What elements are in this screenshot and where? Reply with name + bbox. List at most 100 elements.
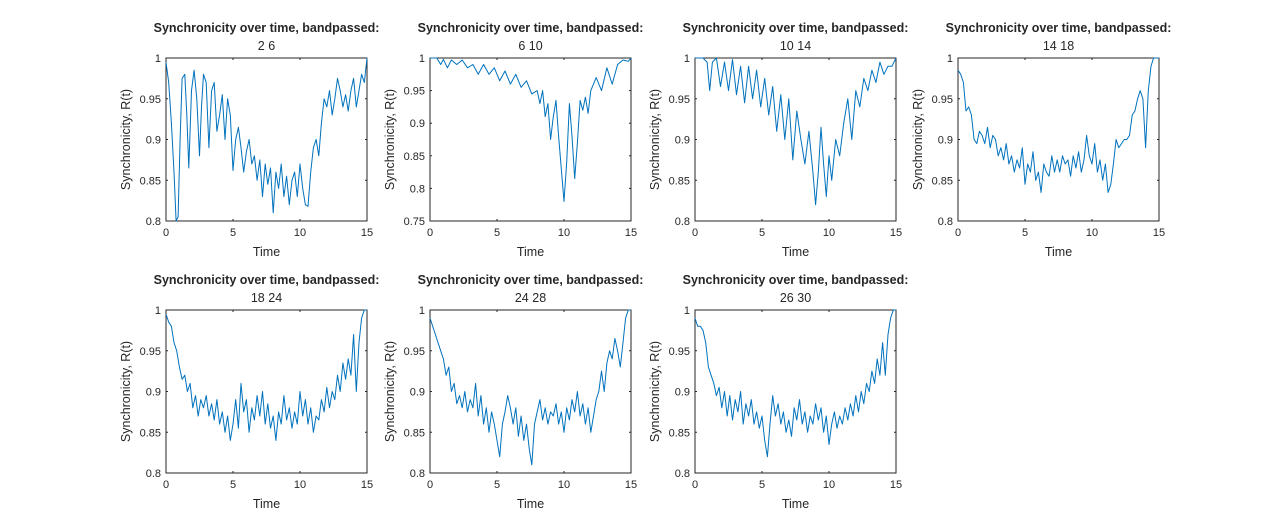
x-tick-label: 10: [558, 479, 570, 491]
chart-title: Synchronicity over time, bandpassed:: [946, 21, 1172, 35]
chart-title: Synchronicity over time, bandpassed:: [154, 273, 380, 287]
y-tick-label: 0.85: [932, 175, 953, 187]
y-tick-label: 0.95: [404, 86, 425, 98]
chart-subtitle: 14 18: [1043, 39, 1074, 53]
y-tick-label: 0.75: [404, 216, 425, 228]
chart-subtitle: 6 10: [518, 39, 542, 53]
x-tick-label: 0: [427, 479, 433, 491]
y-axis-label: Synchronicity, R(t): [383, 341, 397, 442]
y-tick-label: 0.9: [938, 135, 953, 147]
y-tick-label: 0.95: [669, 94, 690, 106]
chart-title: Synchronicity over time, bandpassed:: [418, 21, 644, 35]
x-tick-label: 5: [494, 227, 500, 239]
series-line: [694, 309, 896, 458]
y-tick-label: 1: [684, 53, 690, 65]
y-tick-label: 0.85: [669, 175, 690, 187]
x-axis-label: Time: [517, 245, 544, 259]
subplot-7: Synchronicity over time, bandpassed: 26 3…: [648, 273, 908, 511]
y-tick-label: 0.8: [410, 468, 425, 480]
plot-area: [165, 309, 368, 474]
x-tick-label: 15: [361, 227, 373, 239]
x-axis-label: Time: [782, 245, 809, 259]
x-tick-label: 5: [1022, 227, 1028, 239]
plot-area: [429, 57, 632, 222]
y-tick-label: 0.95: [932, 94, 953, 106]
x-axis-label: Time: [782, 497, 809, 511]
subplot-6: Synchronicity over time, bandpassed: 24 2…: [383, 273, 643, 511]
y-tick-label: 0.9: [410, 387, 425, 399]
chart-subtitle: 24 28: [515, 291, 546, 305]
x-tick-label: 0: [955, 227, 961, 239]
y-tick-label: 0.9: [675, 387, 690, 399]
y-tick-label: 0.8: [675, 216, 690, 228]
x-tick-label: 15: [625, 479, 637, 491]
chart-subtitle: 2 6: [258, 39, 275, 53]
x-tick-label: 10: [294, 479, 306, 491]
x-tick-label: 5: [759, 227, 765, 239]
y-tick-label: 0.8: [146, 468, 161, 480]
y-tick-label: 0.85: [140, 175, 161, 187]
y-tick-label: 0.8: [146, 216, 161, 228]
x-tick-label: 5: [494, 479, 500, 491]
y-tick-label: 0.95: [669, 346, 690, 358]
chart-subtitle: 26 30: [780, 291, 811, 305]
plot-area: [694, 57, 897, 222]
x-tick-label: 10: [1086, 227, 1098, 239]
x-tick-label: 10: [823, 227, 835, 239]
y-tick-label: 0.9: [410, 118, 425, 130]
x-tick-label: 15: [890, 227, 902, 239]
y-tick-label: 0.8: [675, 468, 690, 480]
series-line: [165, 57, 368, 222]
series-line: [695, 57, 897, 206]
series-line: [429, 309, 631, 466]
subplot-1: Synchronicity over time, bandpassed: 2 6 0…: [119, 21, 379, 259]
x-tick-label: 15: [1153, 227, 1165, 239]
y-axis-label: Synchronicity, R(t): [383, 89, 397, 190]
chart-title: Synchronicity over time, bandpassed:: [154, 21, 380, 35]
x-axis-label: Time: [253, 245, 280, 259]
y-tick-label: 0.85: [404, 151, 425, 163]
chart-title: Synchronicity over time, bandpassed:: [418, 273, 644, 287]
y-tick-label: 1: [155, 305, 161, 317]
y-tick-label: 1: [684, 305, 690, 317]
y-tick-label: 0.8: [410, 183, 425, 195]
x-tick-label: 0: [692, 479, 698, 491]
x-tick-label: 15: [361, 479, 373, 491]
series-line: [957, 57, 1159, 193]
y-axis-label: Synchronicity, R(t): [911, 89, 925, 190]
subplot-3: Synchronicity over time, bandpassed:10 1…: [648, 21, 908, 259]
y-axis-label: Synchronicity, R(t): [648, 341, 662, 442]
y-tick-label: 0.95: [140, 346, 161, 358]
x-tick-label: 5: [759, 479, 765, 491]
x-axis-label: Time: [1045, 245, 1072, 259]
y-axis-label: Synchronicity, R(t): [648, 89, 662, 190]
x-tick-label: 0: [163, 227, 169, 239]
y-tick-label: 0.85: [404, 427, 425, 439]
plot-area: [429, 309, 632, 474]
y-tick-label: 0.8: [938, 216, 953, 228]
x-tick-label: 0: [692, 227, 698, 239]
x-tick-label: 10: [294, 227, 306, 239]
chart-title: Synchronicity over time, bandpassed:: [683, 21, 909, 35]
subplot-4: Synchronicity over time, bandpassed: 14 1…: [911, 21, 1171, 259]
y-tick-label: 1: [419, 305, 425, 317]
x-tick-label: 0: [427, 227, 433, 239]
x-tick-label: 10: [558, 227, 570, 239]
chart-title: Synchronicity over time, bandpassed:: [683, 273, 909, 287]
x-tick-label: 15: [890, 479, 902, 491]
chart-subtitle: 18 24: [251, 291, 282, 305]
y-tick-label: 1: [947, 53, 953, 65]
x-tick-label: 5: [230, 479, 236, 491]
y-axis-label: Synchronicity, R(t): [119, 341, 133, 442]
y-axis-label: Synchronicity, R(t): [119, 89, 133, 190]
y-tick-label: 0.95: [140, 94, 161, 106]
subplot-5: Synchronicity over time, bandpassed: 18 2…: [119, 273, 379, 511]
series-line: [430, 57, 632, 202]
x-tick-label: 10: [823, 479, 835, 491]
x-axis-label: Time: [253, 497, 280, 511]
plot-area: [957, 57, 1160, 222]
y-tick-label: 0.85: [140, 427, 161, 439]
y-tick-label: 0.9: [675, 135, 690, 147]
x-tick-label: 5: [230, 227, 236, 239]
